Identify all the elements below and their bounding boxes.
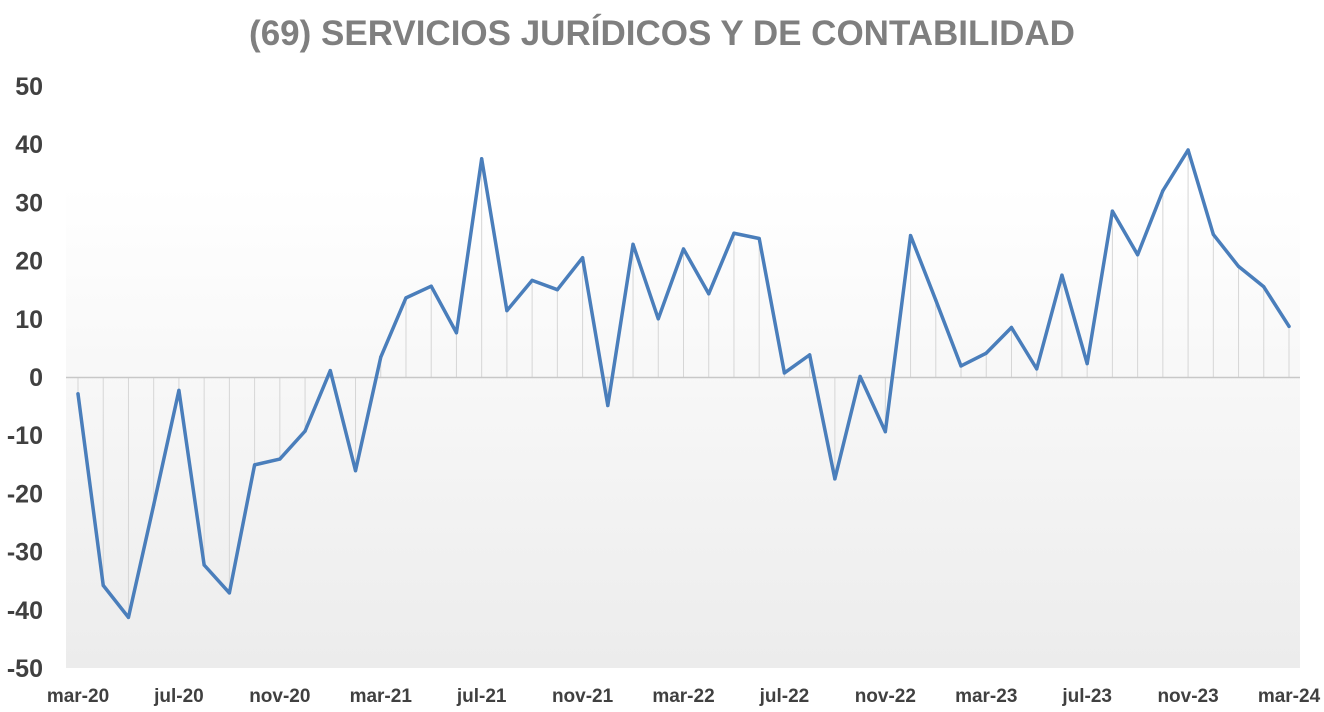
data-point-may-20 xyxy=(126,615,131,619)
data-point-oct-20 xyxy=(253,463,257,467)
y-tick-label: -50 xyxy=(7,655,43,683)
data-point-may-23 xyxy=(1035,367,1039,371)
data-point-sep-21 xyxy=(530,278,534,282)
data-point-ago-22 xyxy=(808,353,812,357)
data-point-mar-23 xyxy=(984,351,988,355)
data-point-feb-22 xyxy=(656,317,660,321)
x-tick-label: jul-20 xyxy=(153,686,204,707)
data-point-nov-21 xyxy=(580,256,585,260)
data-point-jul-21 xyxy=(480,157,484,161)
chart-title: (69) SERVICIOS JURÍDICOS Y DE CONTABILID… xyxy=(249,14,1075,53)
data-point-nov-23 xyxy=(1186,148,1190,152)
data-point-jun-20 xyxy=(152,503,156,507)
x-tick-label: nov-21 xyxy=(552,686,614,707)
y-tick-label: -20 xyxy=(7,480,43,508)
data-point-ago-21 xyxy=(505,309,509,313)
data-point-dic-22 xyxy=(908,233,913,238)
x-tick-label: mar-24 xyxy=(1258,686,1321,707)
data-points xyxy=(76,148,1291,619)
data-point-may-21 xyxy=(429,284,433,288)
x-tick-label: mar-21 xyxy=(350,686,413,707)
data-point-feb-23 xyxy=(959,364,963,368)
y-tick-label: 20 xyxy=(15,248,43,276)
x-tick-label: nov-22 xyxy=(855,686,916,707)
data-point-ene-22 xyxy=(631,242,635,246)
data-point-ene-21 xyxy=(328,368,332,373)
data-point-ene-23 xyxy=(934,298,938,302)
data-point-jul-22 xyxy=(782,371,787,375)
y-tick-label: 10 xyxy=(15,306,43,334)
data-point-abr-22 xyxy=(707,292,711,296)
data-point-sep-23 xyxy=(1136,253,1140,257)
data-point-jun-21 xyxy=(454,331,459,335)
data-point-sep-22 xyxy=(833,477,837,481)
data-point-jun-22 xyxy=(757,236,761,241)
data-point-ago-23 xyxy=(1110,209,1114,213)
data-point-ago-20 xyxy=(202,563,206,567)
data-point-jul-20 xyxy=(177,388,181,392)
x-tick-label: mar-23 xyxy=(955,686,1017,707)
y-axis-tick-labels: 50 40 30 20 10 0 -10 -20 -30 -40 -50 xyxy=(7,73,43,683)
data-point-mar-21 xyxy=(379,355,383,359)
x-tick-label: mar-20 xyxy=(47,686,109,707)
data-point-abr-21 xyxy=(404,296,408,300)
data-point-nov-22 xyxy=(883,430,887,434)
x-axis-tick-labels: mar-20 jul-20 nov-20 mar-21 jul-21 nov-21 mar-… xyxy=(47,686,1321,707)
x-tick-label: jul-22 xyxy=(759,686,810,707)
data-point-oct-22 xyxy=(858,374,862,379)
data-point-oct-21 xyxy=(555,288,559,292)
data-point-nov-20 xyxy=(278,457,282,461)
y-tick-label: 40 xyxy=(15,131,43,159)
x-tick-label: nov-23 xyxy=(1157,686,1218,707)
y-tick-label: 30 xyxy=(15,189,43,217)
data-point-feb-24 xyxy=(1262,285,1266,289)
x-tick-label: jul-21 xyxy=(456,686,507,707)
data-point-oct-23 xyxy=(1161,189,1165,193)
data-point-mar-20 xyxy=(76,392,80,396)
data-point-ene-24 xyxy=(1236,264,1241,269)
x-tick-label: nov-20 xyxy=(249,686,310,707)
data-point-feb-21 xyxy=(353,469,358,473)
data-point-mar-22 xyxy=(681,247,686,251)
data-point-abr-23 xyxy=(1009,325,1014,330)
x-tick-label: mar-22 xyxy=(652,686,714,707)
data-point-dic-20 xyxy=(303,429,307,433)
data-point-sep-20 xyxy=(227,591,231,595)
y-tick-label: 0 xyxy=(29,364,43,392)
data-point-mar-24 xyxy=(1287,324,1291,328)
data-point-jun-23 xyxy=(1060,273,1064,277)
y-tick-label: 50 xyxy=(15,73,43,101)
y-tick-label: -10 xyxy=(7,422,43,450)
data-point-jul-23 xyxy=(1085,362,1089,366)
y-tick-label: -30 xyxy=(7,539,43,567)
data-point-may-22 xyxy=(732,231,736,235)
data-point-abr-20 xyxy=(101,583,105,587)
data-point-dic-21 xyxy=(606,403,610,408)
y-tick-label: -40 xyxy=(7,597,43,625)
data-point-dic-23 xyxy=(1211,232,1215,237)
x-tick-label: jul-23 xyxy=(1061,686,1112,707)
